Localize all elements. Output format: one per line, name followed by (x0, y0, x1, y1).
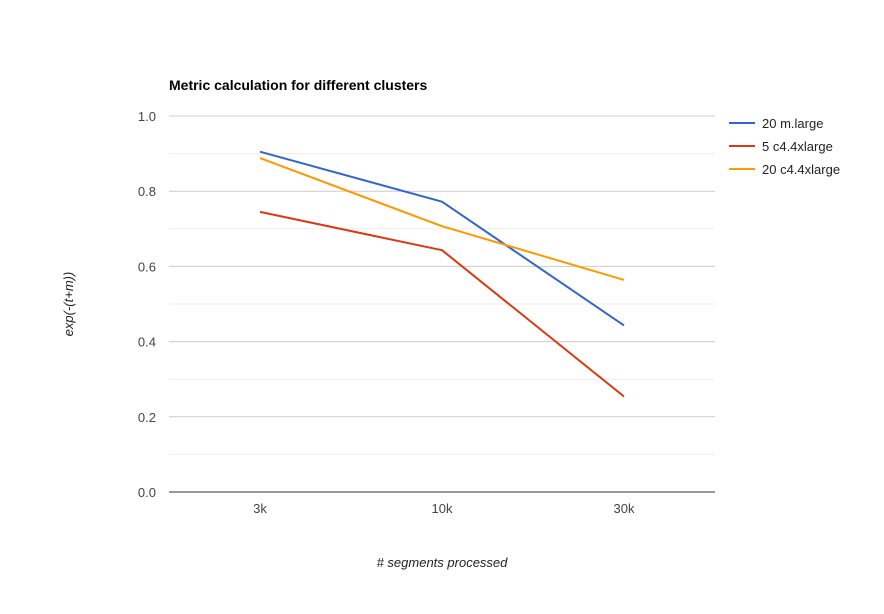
series-line-1 (259, 150, 625, 327)
legend: 20 m.large 5 c4.4xlarge 20 c4.4xlarge (729, 116, 840, 177)
y-axis-label: exp(-(t+m)) (61, 272, 76, 337)
y-tick-label: 0.8 (138, 184, 156, 199)
y-tick-label: 1.0 (138, 109, 156, 124)
x-tick-label: 3k (253, 501, 267, 516)
y-tick-label: 0.0 (138, 485, 156, 500)
series-line-3 (259, 157, 625, 281)
series-line-2 (259, 210, 625, 398)
y-tick-label: 0.6 (138, 259, 156, 274)
chart-title: Metric calculation for different cluster… (169, 77, 427, 93)
legend-label-1: 20 m.large (762, 116, 823, 131)
x-axis-label: # segments processed (377, 555, 509, 570)
y-tick-label: 0.2 (138, 410, 156, 425)
legend-label-2: 5 c4.4xlarge (762, 139, 833, 154)
legend-label-3: 20 c4.4xlarge (762, 162, 840, 177)
x-tick-label: 30k (614, 501, 635, 516)
grid (169, 115, 715, 455)
x-tick-label: 10k (432, 501, 453, 516)
series (259, 150, 625, 398)
y-tick-label: 0.4 (138, 335, 156, 350)
y-axis-ticks: 0.0 0.2 0.4 0.6 0.8 1.0 (138, 109, 156, 500)
x-axis-ticks: 3k 10k 30k (253, 501, 635, 516)
